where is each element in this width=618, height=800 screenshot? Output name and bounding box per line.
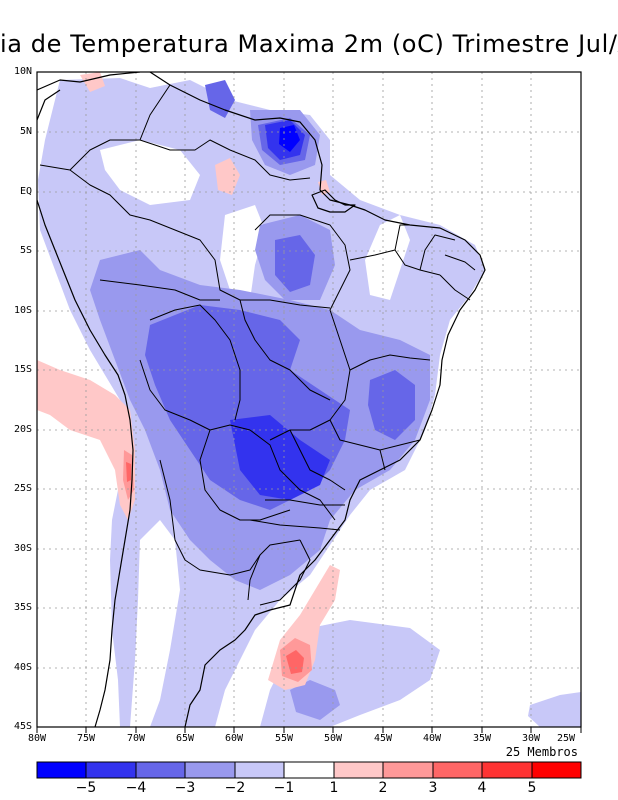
lat-label: 20S [13, 424, 32, 435]
lon-label: 65W [175, 733, 195, 744]
colorbar-label: 3 [428, 780, 438, 796]
colorbar-cell [234, 761, 285, 779]
anomaly-gap-andes [130, 520, 180, 727]
colorbar-label: −2 [224, 780, 246, 796]
lon-label: 40W [422, 733, 442, 744]
colorbar-cell [85, 761, 137, 779]
lon-label: 50W [323, 733, 343, 744]
anomaly-region-minus3-north2 [205, 80, 235, 118]
lat-label: 10S [13, 305, 32, 316]
map-frame [36, 71, 582, 728]
anomaly-region-minus3-north [275, 235, 315, 292]
tick-marks [36, 727, 582, 733]
colorbar-cell [135, 761, 186, 779]
colorbar-cell [432, 761, 483, 779]
lon-label: 75W [76, 733, 96, 744]
anomaly-region-minus2-sw [290, 680, 340, 720]
lon-label: 55W [274, 733, 294, 744]
lon-label: 70W [126, 733, 146, 744]
map-title: ia de Temperatura Maxima 2m (oC) Trimest… [0, 30, 618, 58]
lon-label: 80W [27, 733, 47, 744]
colorbar-cell [481, 761, 533, 779]
lat-label: 5N [19, 126, 32, 137]
colorbar-cell [283, 761, 335, 779]
colorbar-label: 5 [527, 780, 537, 796]
colorbar-label: −5 [75, 780, 97, 796]
coastline [37, 72, 486, 727]
colorbar [36, 761, 582, 779]
lat-label: 45S [13, 721, 32, 732]
anomaly-region-plus3-andes [126, 462, 131, 482]
anomaly-field [37, 72, 581, 727]
anomaly-region-plus1-chile [37, 360, 135, 520]
anomaly-gap-amazon [220, 205, 265, 300]
lat-label: 30S [13, 543, 32, 554]
colorbar-cell [184, 761, 236, 779]
colorbar-cell [531, 761, 582, 779]
lon-label: 30W [521, 733, 541, 744]
lon-label: 35W [472, 733, 492, 744]
anomaly-region-minus4-center [230, 415, 330, 500]
colorbar-label: 2 [378, 780, 388, 796]
anomaly-gap-coast [365, 215, 410, 300]
anomaly-region-plus1-peru [80, 72, 105, 92]
lat-label: 25S [13, 483, 32, 494]
colorbar-label: 1 [329, 780, 339, 796]
anomaly-region-ocean-se [528, 692, 581, 727]
colorbar-label: −1 [273, 780, 295, 796]
lat-label: 10N [13, 66, 32, 77]
colorbar-cell [333, 761, 384, 779]
lat-label: EQ [19, 186, 32, 197]
lat-label: 40S [13, 662, 32, 673]
colorbar-label: −3 [174, 780, 196, 796]
members-label: 25 Membros [505, 745, 578, 759]
lat-label: 15S [13, 364, 32, 375]
lon-label: 45W [373, 733, 393, 744]
anomaly-region-minus3-east [368, 370, 415, 440]
lon-label: 60W [224, 733, 244, 744]
colorbar-label: 4 [477, 780, 487, 796]
lat-label: 35S [13, 602, 32, 613]
anomaly-region-plus1-guiana [215, 158, 240, 195]
colorbar-label: −4 [125, 780, 147, 796]
lon-label: 25W [556, 733, 576, 744]
lat-label: 5S [19, 245, 32, 256]
anomaly-gap-north [100, 140, 200, 205]
colorbar-cell [36, 761, 87, 779]
colorbar-cell [382, 761, 434, 779]
country-borders [39, 84, 476, 606]
